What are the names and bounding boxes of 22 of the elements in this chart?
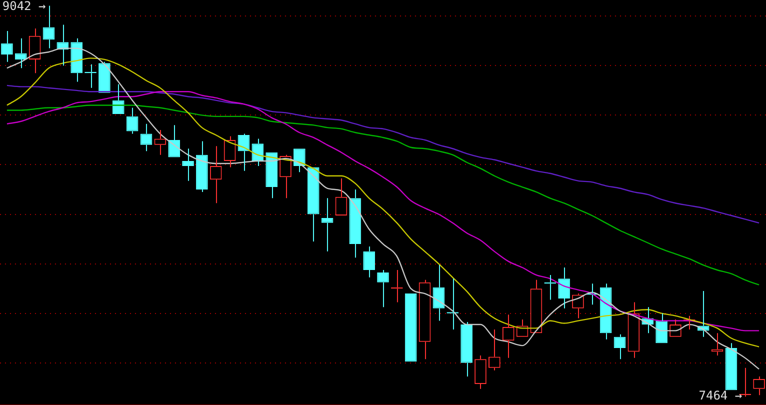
candlestick — [321, 198, 334, 252]
annotation: 7464 → — [698, 388, 742, 403]
candlestick — [725, 342, 738, 390]
candlestick — [530, 279, 542, 334]
candlestick — [558, 267, 570, 309]
candlestick — [418, 279, 431, 360]
candlestick — [28, 28, 41, 74]
candlestick — [628, 302, 640, 358]
candlestick — [14, 38, 27, 69]
candlestick — [70, 38, 83, 82]
candlestick — [656, 312, 668, 344]
candlestick — [154, 130, 166, 156]
candlestick — [182, 148, 194, 182]
candlestick — [460, 322, 472, 378]
annotation: 9042 → — [2, 0, 46, 14]
candlestick — [600, 283, 612, 340]
candlestick — [349, 188, 362, 258]
candlestick — [224, 136, 236, 168]
candlestick — [474, 354, 486, 390]
candlestick — [307, 167, 320, 242]
candlestick — [196, 140, 208, 192]
candlestick — [280, 154, 292, 199]
